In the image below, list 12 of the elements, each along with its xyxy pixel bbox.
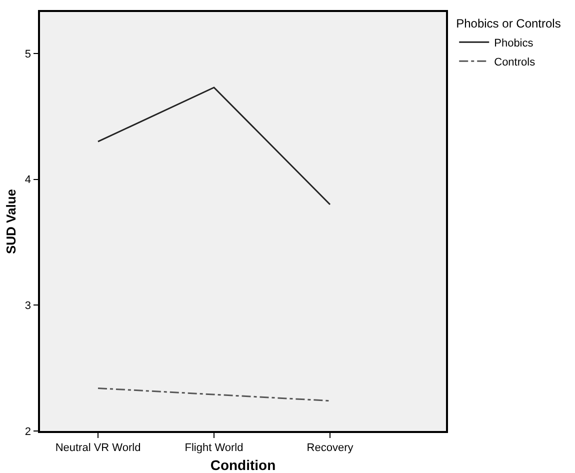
y-axis-title: SUD Value [3,188,18,254]
x-tick-label: Flight World [184,442,244,454]
y-tick-label: 5 [24,48,32,60]
x-axis-title: Condition [210,457,276,473]
legend-label: Phobics [494,37,534,50]
y-tick-label: 4 [24,174,32,186]
y-tick-label: 3 [24,300,32,312]
x-tick-label: Neutral VR World [55,442,141,454]
legend-title: Phobics or Controls [456,16,561,31]
y-tick-label: 2 [24,426,32,438]
x-tick-label: Recovery [306,442,354,454]
legend-label: Controls [494,56,536,68]
